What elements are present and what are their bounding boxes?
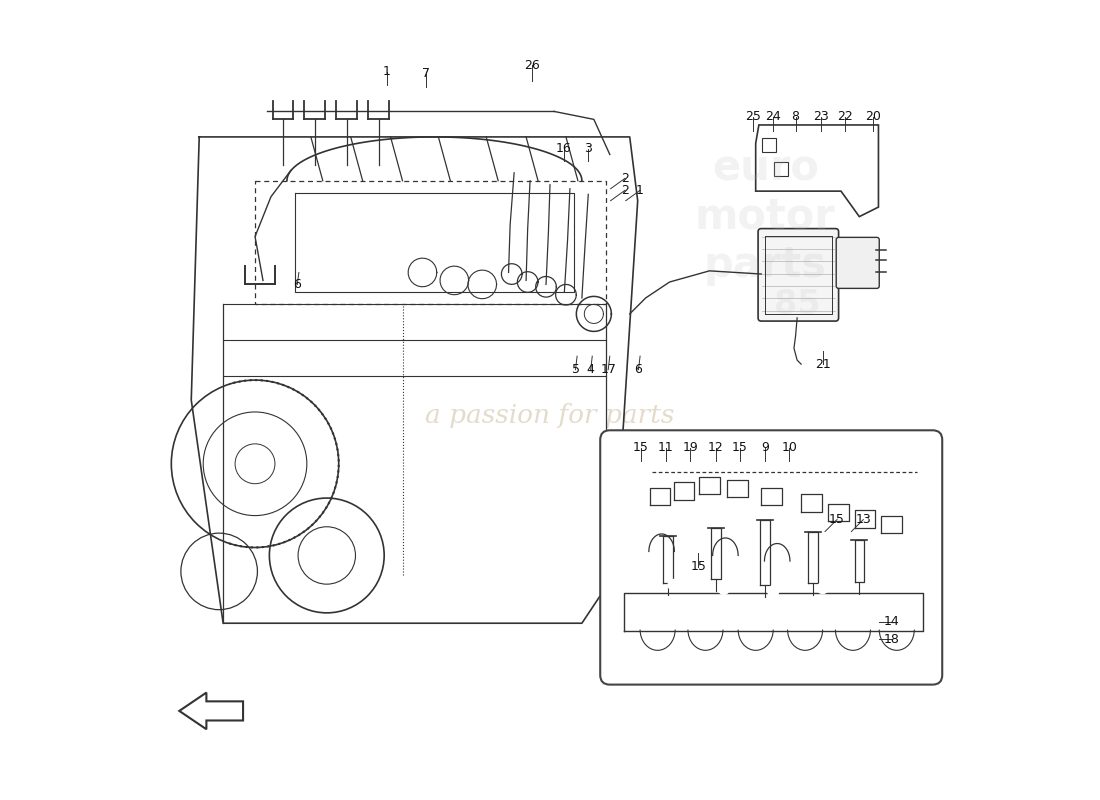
FancyBboxPatch shape <box>836 238 879 288</box>
Text: 7: 7 <box>422 67 430 81</box>
Text: 24: 24 <box>766 110 781 123</box>
Text: 22: 22 <box>837 110 852 123</box>
Text: 85: 85 <box>774 288 821 321</box>
Text: 19: 19 <box>682 442 698 454</box>
Text: 13: 13 <box>856 513 871 526</box>
Text: 8: 8 <box>792 110 800 123</box>
Text: 3: 3 <box>584 142 592 155</box>
Circle shape <box>865 580 876 591</box>
Text: 23: 23 <box>813 110 829 123</box>
Text: 1: 1 <box>636 184 644 197</box>
Text: 6: 6 <box>294 278 301 291</box>
Text: 6: 6 <box>635 363 642 376</box>
FancyBboxPatch shape <box>758 229 838 321</box>
Text: 2: 2 <box>621 184 629 197</box>
Bar <box>762 138 777 152</box>
Bar <box>774 162 789 176</box>
Text: 12: 12 <box>708 442 724 454</box>
Text: 15: 15 <box>829 513 845 526</box>
Text: 10: 10 <box>781 442 798 454</box>
Text: 14: 14 <box>883 615 899 628</box>
Text: 5: 5 <box>572 363 580 376</box>
Text: 4: 4 <box>586 363 595 376</box>
Circle shape <box>718 583 729 594</box>
Text: 15: 15 <box>632 442 649 454</box>
Circle shape <box>817 582 828 594</box>
Circle shape <box>768 586 779 597</box>
Text: 25: 25 <box>746 110 761 123</box>
Text: 26: 26 <box>525 58 540 72</box>
Text: 11: 11 <box>658 442 673 454</box>
Text: euro
motor
parts: euro motor parts <box>695 147 836 286</box>
Text: 17: 17 <box>601 363 616 376</box>
Text: 15: 15 <box>691 560 706 573</box>
FancyBboxPatch shape <box>601 430 943 685</box>
Text: 15: 15 <box>732 442 748 454</box>
Circle shape <box>668 579 679 590</box>
Text: 1: 1 <box>383 65 390 78</box>
Text: a passion for parts: a passion for parts <box>426 403 674 429</box>
Text: 18: 18 <box>883 633 899 646</box>
Text: 9: 9 <box>761 442 769 454</box>
Text: 21: 21 <box>815 358 832 370</box>
Text: 2: 2 <box>621 172 629 185</box>
Text: 16: 16 <box>556 142 571 155</box>
Text: 20: 20 <box>865 110 881 123</box>
